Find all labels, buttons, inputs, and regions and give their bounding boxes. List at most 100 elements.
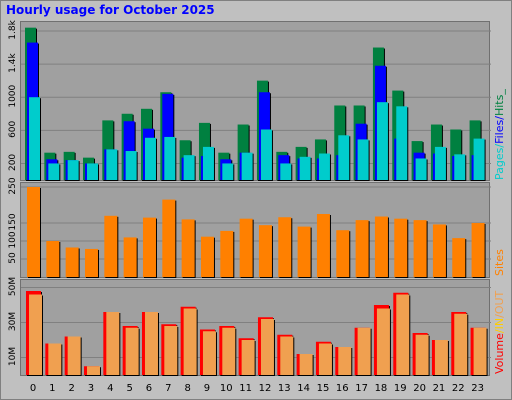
pages-bar bbox=[473, 138, 485, 180]
sites-bar bbox=[27, 187, 40, 277]
y-tick-label: 100 bbox=[8, 231, 18, 248]
legend-sep-2: / bbox=[493, 116, 506, 120]
out-bar bbox=[415, 334, 429, 375]
legend-sep-3: / bbox=[493, 329, 506, 334]
x-tick-label: 0 bbox=[30, 383, 36, 394]
sites-bar bbox=[123, 237, 137, 277]
x-tick-label: 9 bbox=[204, 383, 210, 394]
out-bar bbox=[338, 347, 352, 375]
sites-bar bbox=[278, 217, 292, 277]
x-tick-label: 1 bbox=[49, 383, 55, 394]
sites-bar bbox=[239, 218, 253, 277]
x-tick-label: 6 bbox=[146, 383, 152, 394]
files-bar bbox=[162, 93, 174, 180]
x-tick-area: 0 1 2 3 4 5 6 7 8 9 10 11 12 13 14 15 16 17 18 19 20 21 22 23 bbox=[30, 383, 484, 394]
x-tick-label: 3 bbox=[88, 383, 94, 394]
x-tick-label: 12 bbox=[259, 383, 272, 394]
x-tick-label: 16 bbox=[336, 383, 349, 394]
out-bar bbox=[396, 294, 410, 375]
sites-bar bbox=[46, 241, 60, 277]
sites-chart bbox=[21, 186, 491, 278]
out-bar bbox=[473, 327, 487, 375]
out-bar bbox=[222, 327, 236, 375]
x-tick-label: 21 bbox=[433, 383, 446, 394]
y-tick-label: 200 bbox=[8, 154, 18, 171]
out-bar bbox=[183, 308, 197, 375]
x-tick-label: 4 bbox=[107, 383, 113, 394]
x-tick-label: 2 bbox=[68, 383, 74, 394]
sites-bar bbox=[471, 223, 485, 277]
legend-pages: Pages bbox=[493, 147, 506, 180]
y-tick-label: 1.8k bbox=[8, 19, 18, 39]
hits-bar bbox=[237, 124, 249, 180]
sites-bar bbox=[316, 214, 330, 277]
y-tick-label: 50 bbox=[8, 252, 18, 264]
pages-bar bbox=[376, 102, 388, 180]
pages-bar bbox=[454, 154, 466, 180]
pages-bar bbox=[144, 137, 156, 180]
x-tick-label: 19 bbox=[394, 383, 407, 394]
pages-bar bbox=[415, 158, 427, 180]
pages-bar bbox=[318, 153, 330, 180]
x-tick-label: 13 bbox=[278, 383, 291, 394]
sites-bar bbox=[336, 230, 350, 277]
out-bar bbox=[202, 331, 216, 375]
pages-bar bbox=[29, 97, 40, 180]
sites-bar bbox=[162, 199, 176, 277]
sites-bar bbox=[355, 220, 369, 277]
legend-hits-files-pages: Pages/Files/Hits_ bbox=[493, 89, 506, 180]
x-tick-label: 7 bbox=[165, 383, 171, 394]
out-bar bbox=[86, 366, 100, 375]
hits-panel bbox=[20, 21, 491, 181]
y-tick-label: 150 bbox=[8, 213, 18, 230]
pages-bar bbox=[434, 146, 446, 180]
x-tick-label: 5 bbox=[126, 383, 132, 394]
out-bar bbox=[48, 343, 62, 375]
y-tick-label: 50M bbox=[8, 277, 18, 296]
y-tick-label: 250 bbox=[8, 177, 18, 194]
sites-bar bbox=[84, 248, 98, 277]
legend-sites-label: Sites bbox=[493, 249, 506, 276]
x-tick-label: 14 bbox=[297, 383, 310, 394]
sites-bar bbox=[65, 247, 79, 277]
y-tick-label: 1000 bbox=[8, 84, 18, 107]
legend-tail: _ bbox=[493, 89, 506, 95]
sites-panel bbox=[20, 182, 491, 278]
out-bar bbox=[260, 319, 274, 375]
pages-bar bbox=[396, 106, 408, 180]
pages-bar bbox=[222, 163, 234, 180]
sites-bar bbox=[104, 215, 118, 277]
x-tick-label: 22 bbox=[452, 383, 465, 394]
out-bar bbox=[280, 336, 294, 375]
legend-sep-1: / bbox=[493, 143, 506, 148]
legend-in: IN bbox=[493, 317, 506, 330]
out-bar bbox=[434, 340, 448, 375]
pages-bar bbox=[67, 160, 79, 180]
pages-bar bbox=[260, 129, 272, 180]
sites-bar bbox=[394, 218, 408, 277]
out-bar bbox=[299, 354, 313, 375]
sites-bar bbox=[432, 224, 446, 277]
volume-chart bbox=[21, 287, 491, 376]
volume-panel bbox=[20, 279, 491, 376]
out-bar bbox=[164, 326, 178, 375]
pages-bar bbox=[164, 136, 176, 180]
sites-bar bbox=[413, 220, 427, 277]
x-tick-label: 18 bbox=[375, 383, 388, 394]
sites-bar bbox=[297, 226, 311, 277]
pages-bar bbox=[48, 163, 60, 180]
sites-bar bbox=[374, 216, 388, 277]
pages-bar bbox=[357, 139, 369, 180]
out-bar bbox=[357, 327, 371, 375]
sites-bar bbox=[220, 230, 234, 277]
legend-sep-4: / bbox=[493, 314, 506, 318]
pages-bar bbox=[241, 152, 253, 180]
legend-out: OUT bbox=[493, 290, 506, 315]
legend-files: Files bbox=[493, 119, 506, 144]
x-tick-label: 11 bbox=[239, 383, 252, 394]
sites-bar bbox=[181, 219, 195, 277]
out-bar bbox=[67, 336, 81, 375]
sites-bar bbox=[258, 225, 272, 277]
legend-sites: Sites bbox=[493, 249, 506, 276]
pages-bar bbox=[280, 163, 292, 180]
